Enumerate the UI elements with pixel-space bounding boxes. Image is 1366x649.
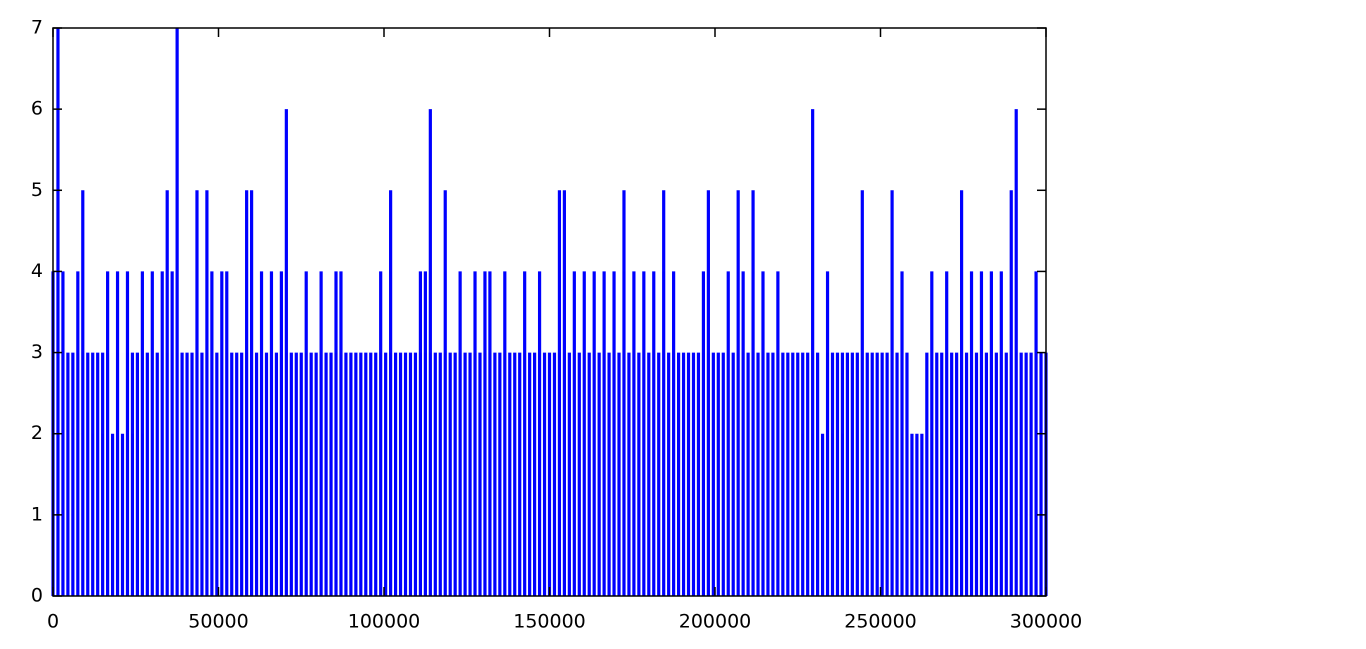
y-tick-label: 2 xyxy=(31,422,43,444)
y-tick-label: 6 xyxy=(31,98,43,120)
impulses xyxy=(51,28,1048,596)
y-tick-label: 1 xyxy=(31,503,43,525)
y-tick-label: 3 xyxy=(31,341,43,363)
y-tick-label: 0 xyxy=(31,585,43,607)
x-tick-label: 200000 xyxy=(679,611,752,633)
y-tick-label: 7 xyxy=(31,17,43,39)
y-tick-label: 4 xyxy=(31,260,43,282)
x-tick-label: 100000 xyxy=(348,611,421,633)
x-tick-label: 50000 xyxy=(188,611,248,633)
y-tick-label: 5 xyxy=(31,179,43,201)
x-tick-label: 150000 xyxy=(513,611,586,633)
x-tick-label: 300000 xyxy=(1010,611,1083,633)
x-tick-label: 250000 xyxy=(844,611,917,633)
x-tick-label: 0 xyxy=(47,611,59,633)
